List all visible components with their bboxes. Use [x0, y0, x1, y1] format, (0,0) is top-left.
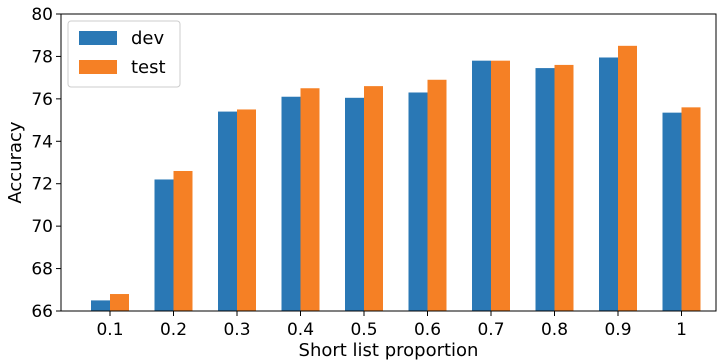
- y-tick-label: 80: [31, 5, 53, 25]
- legend-swatch-dev: [79, 31, 117, 45]
- bar-dev-1: [662, 112, 682, 312]
- x-tick-label: 0.4: [287, 320, 314, 340]
- y-tick-label: 70: [31, 217, 53, 237]
- bar-dev-0.7: [472, 60, 491, 311]
- x-tick-label: 0.5: [350, 320, 377, 340]
- legend-label-dev: dev: [131, 28, 165, 49]
- x-tick-label: 0.6: [414, 320, 441, 340]
- y-tick-label: 76: [31, 90, 53, 110]
- bar-dev-0.2: [154, 179, 174, 311]
- bar-dev-0.4: [281, 96, 301, 311]
- legend-swatch-test: [79, 60, 117, 74]
- bar-test-0.1: [110, 294, 129, 311]
- legend-label-test: test: [131, 57, 166, 78]
- plot-frame: [60, 13, 717, 312]
- bar-dev-0.5: [345, 97, 364, 312]
- x-tick-label: 0.8: [541, 320, 568, 340]
- bar-dev-0.1: [91, 300, 110, 311]
- bar-test-0.8: [554, 64, 574, 312]
- x-axis-title: Short list proportion: [299, 340, 479, 360]
- x-tick-label: 0.3: [223, 320, 250, 340]
- bar-test-0.6: [427, 79, 447, 311]
- x-tick-label: 0.7: [477, 320, 504, 340]
- x-axis: 0.1 0.2 0.3 0.4 0.5 0.6 0.7 0.8 0.9 1: [96, 311, 687, 340]
- x-tick-label: 1: [676, 320, 687, 340]
- bar-dev-0.6: [408, 92, 428, 311]
- y-tick-label: 66: [31, 302, 53, 322]
- bar-test-0.3: [237, 109, 256, 311]
- y-tick-label: 78: [31, 47, 53, 67]
- x-tick-label: 0.9: [604, 320, 631, 340]
- y-tick-label: 68: [31, 260, 53, 280]
- legend: dev test: [67, 20, 181, 88]
- bar-test-0.9: [618, 45, 637, 311]
- bar-dev-0.9: [599, 57, 618, 311]
- x-tick-label: 0.2: [160, 320, 187, 340]
- bars-group: [91, 45, 701, 312]
- x-tick-label: 0.1: [96, 320, 123, 340]
- bar-dev-0.8: [535, 68, 555, 311]
- bar-test-1: [681, 107, 701, 311]
- bar-dev-0.3: [218, 111, 237, 311]
- y-tick-label: 74: [31, 132, 53, 152]
- bar-test-0.4: [300, 88, 320, 311]
- bar-test-0.2: [173, 170, 193, 311]
- bar-test-0.7: [491, 60, 510, 311]
- y-tick-label: 72: [31, 175, 53, 195]
- y-axis-title: Accuracy: [5, 121, 26, 204]
- y-axis: 66 68 70 72 74 76 78 80: [31, 5, 61, 322]
- bar-test-0.5: [364, 86, 383, 311]
